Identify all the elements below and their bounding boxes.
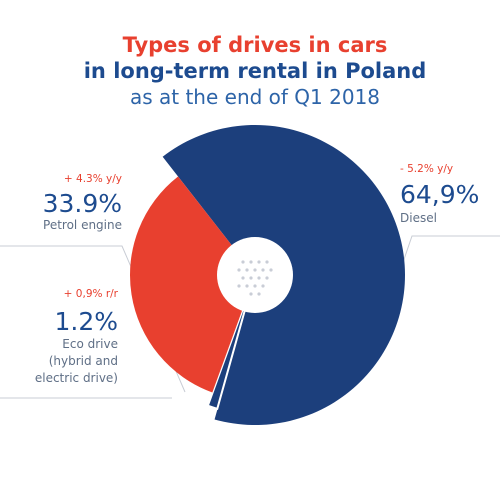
change-label: + 0,9% r/r bbox=[64, 288, 119, 300]
value-label: 1.2% bbox=[54, 307, 118, 336]
labels: - 5.2% y/y 64,9% Diesel + 0,9% r/r 1.2%Eco d… bbox=[35, 163, 480, 385]
pie-slice bbox=[206, 281, 254, 411]
category-note: (hybrid and bbox=[49, 354, 118, 368]
center-hole bbox=[217, 237, 293, 313]
subtitle: in long-term rental in Poland bbox=[84, 59, 427, 83]
category-note: electric drive) bbox=[35, 371, 118, 385]
value-label: 33.9% bbox=[43, 189, 122, 218]
center-pattern bbox=[237, 260, 273, 296]
category-label: Petrol engine bbox=[43, 218, 122, 232]
category-label: Eco drive bbox=[62, 337, 118, 351]
value-label: 64,9% bbox=[400, 180, 479, 209]
title: Types of drives in cars bbox=[123, 33, 388, 57]
date-note: as at the end of Q1 2018 bbox=[130, 85, 380, 109]
category-label: Diesel bbox=[400, 211, 437, 225]
change-label: - 5.2% y/y bbox=[400, 163, 453, 175]
pie-slice bbox=[130, 176, 255, 393]
change-label: + 4.3% y/y bbox=[64, 173, 122, 185]
